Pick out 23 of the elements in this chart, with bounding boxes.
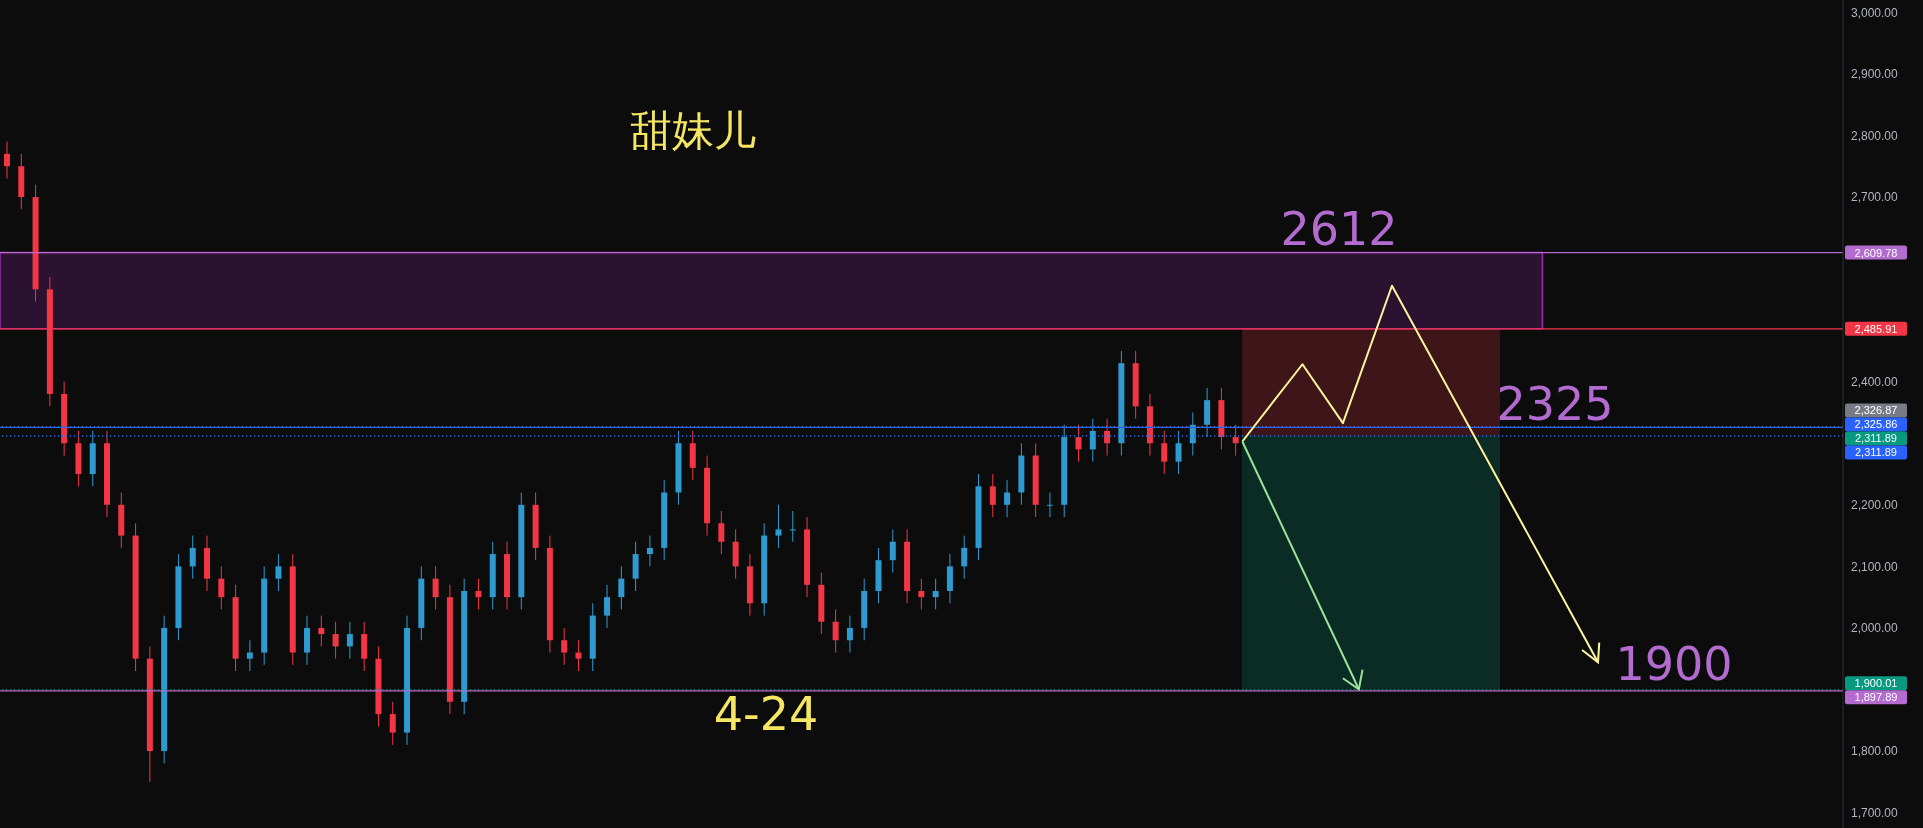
ref-line-label: 1,897.89 [1854, 691, 1898, 704]
y-tick-label: 2,800.00 [1851, 128, 1899, 143]
y-tick-label: 2,000.00 [1851, 621, 1899, 636]
y-tick-label: 2,400.00 [1851, 374, 1899, 389]
annotation: 2325 [1496, 376, 1614, 431]
y-tick-label: 2,700.00 [1851, 190, 1899, 205]
ref-line-label: 2,485.91 [1854, 322, 1898, 335]
y-tick-label: 2,100.00 [1851, 559, 1899, 574]
ref-line-label: 2,326.87 [1854, 404, 1898, 417]
ref-line-label: 1,900.01 [1854, 677, 1898, 690]
ref-line-label: 2,609.78 [1854, 246, 1898, 259]
y-tick-label: 3,000.00 [1851, 5, 1899, 20]
annotation: 2612 [1280, 202, 1398, 257]
annotation: 4-24 [713, 687, 819, 741]
y-tick-label: 2,200.00 [1851, 498, 1899, 513]
annotation: 甜妹儿 [630, 106, 756, 155]
ref-line-label: 2,311.89 [1854, 432, 1898, 445]
y-tick-label: 2,900.00 [1851, 67, 1899, 82]
ref-line-label: 2,311.89 [1854, 446, 1898, 459]
y-tick-label: 1,800.00 [1851, 744, 1899, 759]
ref-line-label: 2,325.86 [1854, 418, 1898, 431]
annotation: 1900 [1615, 637, 1733, 692]
y-tick-label: 1,700.00 [1851, 805, 1899, 820]
